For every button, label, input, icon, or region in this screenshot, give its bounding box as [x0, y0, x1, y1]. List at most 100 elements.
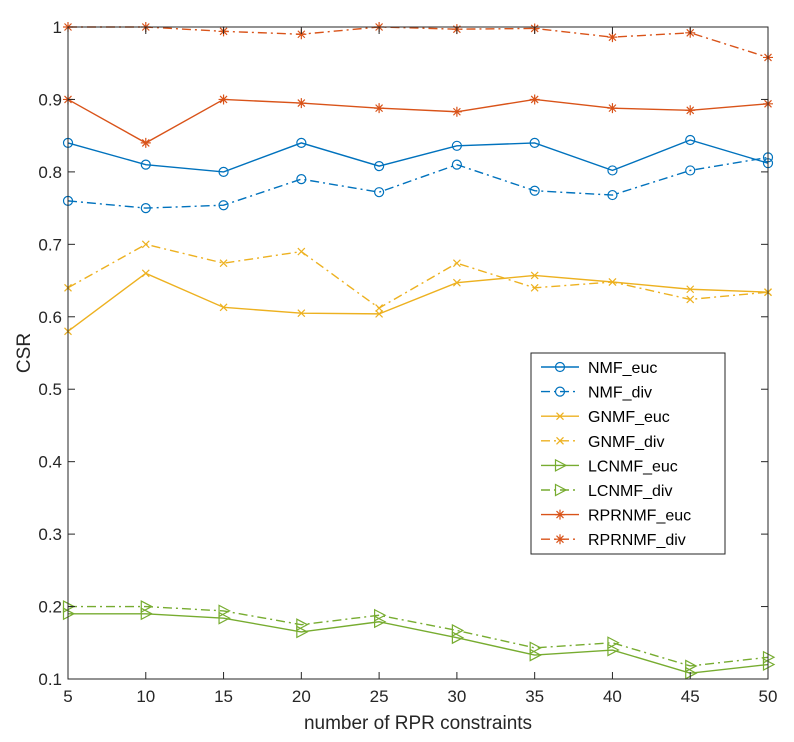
series-line-LCNMF_div — [68, 605, 769, 667]
legend-marker-icon — [555, 509, 565, 520]
data-point-LCNMF_div-40 — [607, 636, 620, 650]
data-point-LCNMF_euc-45 — [685, 666, 698, 680]
data-point-GNMF_div-15 — [219, 259, 228, 268]
data-point-LCNMF_euc-35 — [529, 648, 542, 662]
x-tick-label: 25 — [370, 687, 389, 706]
x-tick-label: 50 — [759, 687, 778, 706]
data-point-GNMF_euc-20 — [297, 309, 306, 318]
data-point-NMF_div-20 — [296, 174, 307, 185]
data-point-LCNMF_div-50 — [762, 650, 776, 664]
x-tick-label: 30 — [447, 687, 466, 706]
data-point-LCNMF_euc-20 — [296, 625, 309, 639]
legend-marker-icon — [555, 534, 565, 545]
legend-marker-icon — [554, 361, 566, 373]
data-point-LCNMF_euc-30 — [451, 631, 465, 645]
y-tick-label: 0.4 — [38, 453, 62, 472]
legend-label: GNMF_div — [588, 434, 664, 451]
series-line-RPRNMF_div — [68, 26, 769, 59]
legend-box — [530, 352, 726, 555]
series-line-NMF_euc — [67, 139, 769, 173]
y-tick-label: 0.5 — [38, 380, 62, 399]
series-NMF_div — [62, 152, 774, 214]
legend-item-GNMF_euc: GNMF_euc — [541, 409, 670, 426]
data-point-GNMF_euc-35 — [530, 271, 539, 280]
legend-item-LCNMF_euc: LCNMF_euc — [541, 458, 678, 475]
data-point-NMF_div-30 — [451, 159, 462, 170]
data-point-GNMF_div-30 — [452, 259, 461, 268]
data-point-LCNMF_euc-10 — [140, 607, 154, 621]
data-point-RPRNMF_euc-35 — [529, 94, 540, 105]
legend-item-NMF_euc: NMF_euc — [541, 360, 657, 377]
legend-marker-icon — [556, 412, 564, 421]
data-point-LCNMF_div-15 — [218, 604, 231, 618]
x-tick-label: 35 — [525, 687, 544, 706]
data-point-LCNMF_euc-40 — [607, 643, 620, 657]
x-tick-label: 40 — [603, 687, 622, 706]
legend-marker-icon — [554, 483, 568, 497]
data-point-RPRNMF_euc-40 — [607, 103, 618, 114]
series-NMF_euc — [62, 134, 774, 177]
data-point-GNMF_euc-25 — [375, 309, 384, 318]
plot-frame — [67, 26, 769, 680]
data-point-LCNMF_div-45 — [685, 659, 698, 673]
data-point-NMF_div-35 — [529, 185, 540, 196]
legend: NMF_euc NMF_div GNMF_euc GNMF_div LCNMF_euc L… — [530, 352, 726, 555]
data-point-NMF_div-45 — [685, 165, 696, 176]
data-point-NMF_euc-15 — [218, 166, 229, 177]
y-tick-label: 1 — [53, 18, 62, 37]
x-tick-label: 20 — [292, 687, 311, 706]
data-point-GNMF_euc-15 — [219, 303, 228, 312]
legend-item-GNMF_div: GNMF_div — [541, 434, 664, 451]
data-point-NMF_euc-10 — [140, 159, 151, 170]
axes-layer: 5 10 15 20 25 30 35 40 45 50 0.1 0.2 0.3 0.4 0.5 0.6 0.7… — [14, 18, 777, 734]
data-point-RPRNMF_div-40 — [607, 32, 618, 43]
legend-item-RPRNMF_euc: RPRNMF_euc — [541, 508, 691, 525]
y-axis-label: CSR — [14, 333, 35, 373]
series-line-NMF_div — [67, 156, 769, 209]
data-point-LCNMF_euc-15 — [218, 611, 231, 625]
y-tick-label: 0.1 — [38, 670, 62, 689]
data-point-LCNMF_div-25 — [374, 608, 387, 622]
legend-label: NMF_euc — [588, 360, 657, 377]
data-point-NMF_euc-20 — [296, 137, 307, 149]
series-RPRNMF_euc — [63, 94, 773, 148]
legend-label: LCNMF_div — [588, 483, 672, 500]
x-tick-label: 10 — [136, 687, 155, 706]
data-point-GNMF_euc-30 — [452, 278, 461, 287]
series-line-GNMF_euc — [67, 272, 769, 332]
legend-marker-icon — [554, 386, 566, 397]
legend-label: RPRNMF_euc — [588, 508, 691, 525]
data-point-GNMF_div-40 — [608, 278, 617, 286]
data-point-RPRNMF_euc-45 — [685, 105, 696, 116]
y-tick-label: 0.9 — [38, 90, 62, 109]
data-point-NMF_div-25 — [374, 187, 385, 198]
legend-item-LCNMF_div: LCNMF_div — [541, 483, 672, 500]
data-point-NMF_euc-25 — [374, 160, 385, 172]
legend-label: RPRNMF_div — [588, 532, 686, 549]
legend-label: NMF_div — [588, 385, 652, 402]
data-point-RPRNMF_euc-20 — [296, 98, 307, 109]
data-point-RPRNMF_euc-15 — [218, 94, 229, 105]
data-point-RPRNMF_euc-25 — [374, 103, 385, 114]
data-point-NMF_euc-35 — [529, 137, 540, 149]
x-axis-label: number of RPR constraints — [304, 713, 532, 734]
data-point-RPRNMF_div-20 — [296, 29, 307, 40]
data-point-LCNMF_div-20 — [296, 618, 309, 632]
series-RPRNMF_div — [63, 22, 773, 63]
y-tick-label: 0.6 — [38, 308, 62, 327]
y-tick-label: 0.2 — [38, 598, 62, 617]
series-GNMF_euc — [64, 269, 772, 336]
legend-label: LCNMF_euc — [588, 458, 678, 475]
x-tick-label: 5 — [63, 687, 72, 706]
series-line-LCNMF_euc — [68, 613, 769, 674]
data-point-LCNMF_euc-50 — [762, 658, 776, 672]
data-point-NMF_euc-45 — [685, 134, 696, 146]
data-point-NMF_div-15 — [218, 200, 229, 211]
data-point-RPRNMF_euc-30 — [451, 106, 462, 117]
series-line-RPRNMF_euc — [67, 98, 769, 144]
legend-item-RPRNMF_div: RPRNMF_div — [541, 532, 686, 549]
data-point-NMF_div-40 — [607, 189, 618, 201]
data-point-NMF_euc-40 — [607, 165, 618, 176]
data-point-NMF_euc-30 — [451, 140, 462, 151]
